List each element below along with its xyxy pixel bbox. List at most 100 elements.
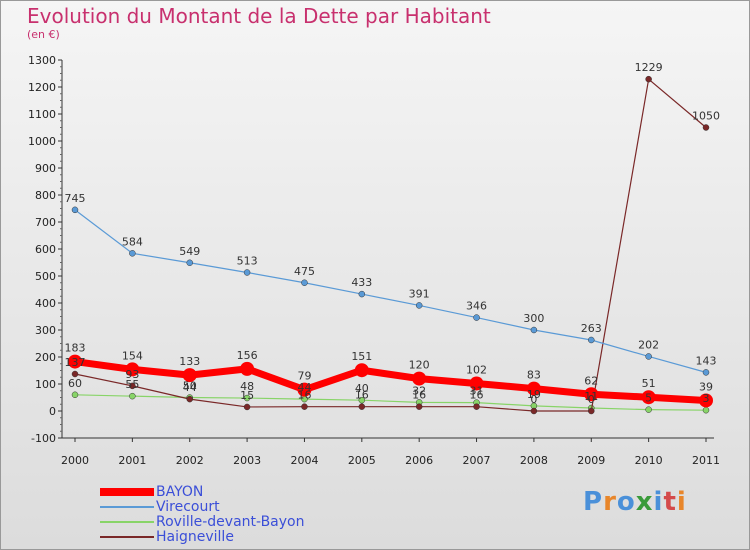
data-label: 183 <box>65 342 86 355</box>
data-point <box>243 269 251 276</box>
data-label: 48 <box>240 380 254 393</box>
data-point <box>645 406 652 413</box>
data-label: 44 <box>183 381 197 394</box>
data-point <box>71 206 79 214</box>
legend-label: BAYON <box>156 484 204 500</box>
data-point <box>354 363 369 378</box>
x-tick-label: 2008 <box>520 454 548 467</box>
data-point <box>243 403 251 411</box>
data-label: 16 <box>470 389 484 402</box>
data-label: 391 <box>409 287 430 300</box>
data-point <box>186 259 193 267</box>
y-tick-label: 200 <box>35 351 56 364</box>
data-label: 475 <box>294 265 315 278</box>
data-label: 102 <box>466 363 487 376</box>
series-virecourt <box>71 206 710 376</box>
data-label: 31 <box>470 385 484 398</box>
data-label: 154 <box>122 349 143 362</box>
y-tick-label: 1200 <box>28 81 56 94</box>
y-tick-label: 800 <box>35 189 56 202</box>
y-tick-label: -100 <box>31 432 56 445</box>
x-tick-label: 2004 <box>290 454 318 467</box>
x-tick-label: 2011 <box>692 454 720 467</box>
data-point <box>301 403 308 410</box>
data-point <box>645 75 652 83</box>
data-point <box>243 394 251 402</box>
data-label: 3 <box>703 392 710 405</box>
data-label: 51 <box>642 377 656 390</box>
data-point <box>530 326 538 334</box>
data-point <box>526 381 541 396</box>
data-label: 15 <box>240 389 254 402</box>
data-label: 62 <box>584 374 598 387</box>
y-tick-label: 100 <box>35 378 56 391</box>
data-point <box>702 124 710 131</box>
y-tick-label: 1300 <box>28 54 56 67</box>
data-label: 83 <box>527 369 541 382</box>
data-label: 16 <box>297 389 311 402</box>
x-tick-label: 2000 <box>61 454 89 467</box>
data-point <box>297 382 312 397</box>
legend-swatch <box>100 536 154 538</box>
data-label: 120 <box>409 359 430 372</box>
data-point <box>530 407 538 415</box>
series-layer <box>68 75 713 415</box>
logo-letter: i <box>653 487 664 517</box>
data-label: 32 <box>412 384 426 397</box>
data-point <box>358 396 366 404</box>
data-point <box>129 392 136 400</box>
logo-letter: x <box>635 487 654 517</box>
data-point <box>186 395 193 403</box>
data-point <box>240 361 255 376</box>
data-label: 11 <box>584 390 598 403</box>
data-label: 137 <box>65 356 86 369</box>
legend-swatch <box>100 506 154 508</box>
data-label: 40 <box>355 382 369 395</box>
legend-swatch <box>100 521 154 523</box>
logo-letter: t <box>663 487 677 517</box>
data-point <box>641 390 656 405</box>
data-label: 1050 <box>692 110 720 123</box>
axes: -100010020030040050060070080090010001100… <box>28 54 720 467</box>
data-label: 346 <box>466 300 487 313</box>
data-label: 16 <box>412 389 426 402</box>
data-point <box>588 407 595 415</box>
data-label: 156 <box>237 349 258 362</box>
data-label: 143 <box>696 354 717 367</box>
data-label: 79 <box>297 370 311 383</box>
data-label: 60 <box>68 377 82 390</box>
series-line <box>74 78 707 412</box>
data-labels-layer: 60 55 50 48 44 40 32 31 19 11 5 3 137 93 44 15 16 16 16 16 0… <box>65 61 721 406</box>
x-tick-label: 2010 <box>635 454 663 467</box>
data-point <box>301 279 308 286</box>
data-point <box>584 387 599 402</box>
data-point <box>68 354 82 369</box>
data-point <box>71 370 79 378</box>
legend-item-bayon: BAYON <box>100 484 203 500</box>
data-label: 513 <box>237 254 258 267</box>
legend-item-virecourt: Virecourt <box>100 499 220 515</box>
data-label: 50 <box>183 380 197 393</box>
data-point <box>358 290 366 298</box>
series-line <box>74 358 707 404</box>
y-tick-label: 600 <box>35 243 56 256</box>
data-point <box>412 371 427 386</box>
series-haigneville <box>71 75 710 415</box>
series-line <box>74 209 707 373</box>
y-tick-label: 700 <box>35 216 56 229</box>
data-label: 19 <box>527 388 541 401</box>
y-tick-label: 1100 <box>28 108 56 121</box>
logo-letter: i <box>676 487 687 517</box>
data-point <box>469 376 484 391</box>
x-tick-label: 2006 <box>405 454 433 467</box>
logo-letter: P <box>583 487 604 517</box>
data-point <box>129 382 136 390</box>
data-label: 433 <box>351 276 372 289</box>
data-point <box>358 403 366 410</box>
x-tick-label: 2003 <box>233 454 261 467</box>
data-point <box>129 250 136 257</box>
data-point <box>588 336 595 344</box>
data-point <box>415 302 423 309</box>
data-point <box>473 314 480 321</box>
